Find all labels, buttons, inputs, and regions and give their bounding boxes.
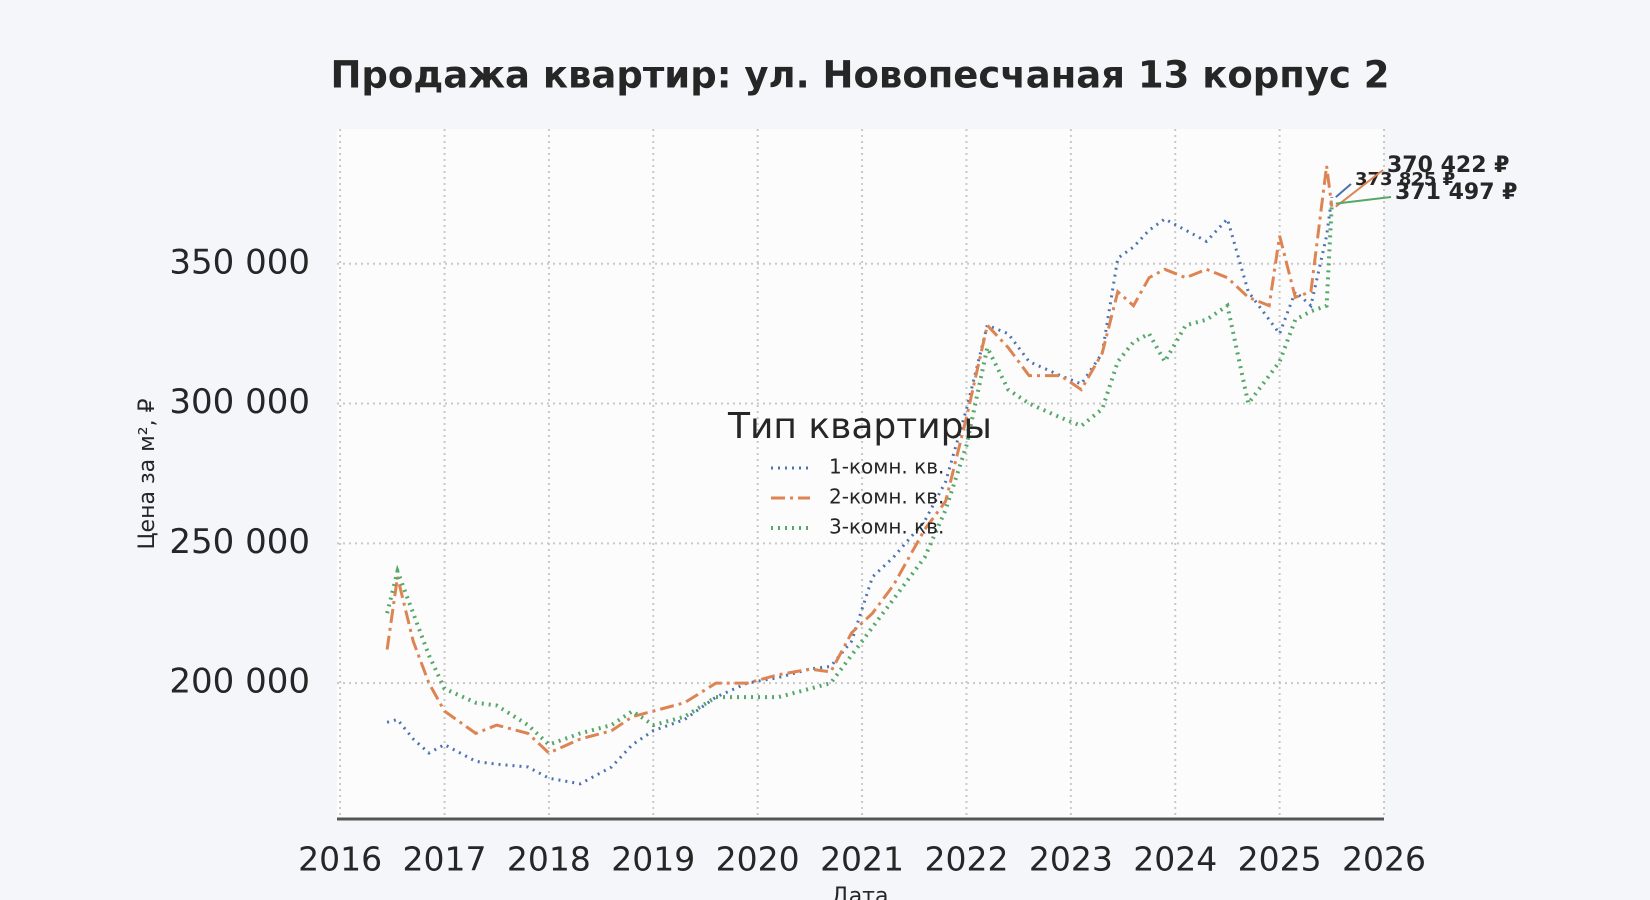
x-axis-label: Дата bbox=[832, 884, 889, 900]
plot-area bbox=[337, 129, 1384, 819]
y-tick-label: 250 000 bbox=[169, 522, 310, 562]
y-axis-label: Цена за м², ₽ bbox=[135, 398, 160, 549]
legend-label: 3-комн. кв. bbox=[829, 515, 944, 539]
x-tick-label: 2016 bbox=[298, 840, 382, 879]
chart-title: Продажа квартир: ул. Новопесчаная 13 кор… bbox=[330, 54, 1389, 97]
x-tick-label: 2017 bbox=[403, 840, 487, 879]
legend-label: 2-комн. кв. bbox=[829, 485, 944, 509]
legend-title: Тип квартиры bbox=[727, 406, 992, 447]
x-tick-label: 2020 bbox=[716, 840, 800, 879]
value-label: 370 422 ₽ bbox=[1387, 153, 1509, 178]
y-tick-label: 200 000 bbox=[169, 662, 310, 702]
annotation-arrow bbox=[1335, 196, 1392, 205]
x-tick-label: 2021 bbox=[820, 840, 904, 879]
x-tick-label: 2022 bbox=[924, 840, 1008, 879]
series-line bbox=[386, 196, 1334, 786]
value-label: 373 825 ₽ bbox=[1355, 169, 1455, 190]
value-label: 371 497 ₽ bbox=[1395, 180, 1517, 205]
x-tick-label: 2019 bbox=[611, 840, 695, 879]
series-line bbox=[385, 165, 1334, 755]
x-tick-label: 2025 bbox=[1238, 840, 1322, 879]
y-tick-label: 350 000 bbox=[169, 242, 310, 282]
series-line bbox=[385, 203, 1334, 747]
x-tick-label: 2018 bbox=[507, 840, 591, 879]
legend-label: 1-комн. кв. bbox=[829, 455, 944, 479]
x-tick-label: 2026 bbox=[1342, 840, 1426, 879]
annotation-arrow bbox=[1335, 169, 1384, 208]
x-tick-label: 2023 bbox=[1029, 840, 1113, 879]
annotation-arrow bbox=[1335, 183, 1352, 198]
x-tick-label: 2024 bbox=[1133, 840, 1217, 879]
y-tick-label: 300 000 bbox=[169, 382, 310, 422]
